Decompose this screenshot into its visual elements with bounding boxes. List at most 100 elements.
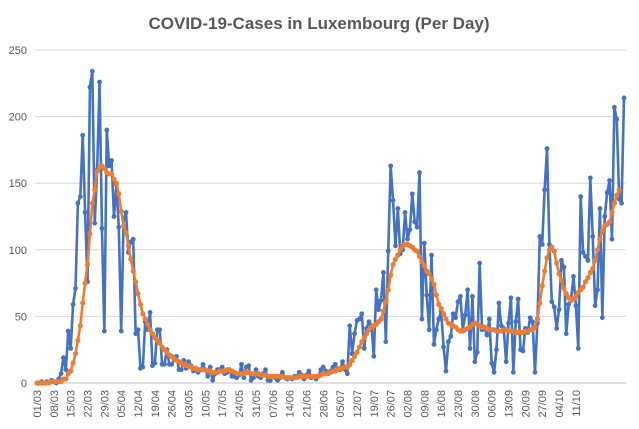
data-point-daily: [306, 368, 312, 374]
data-point-daily: [371, 353, 377, 359]
data-point-daily: [75, 200, 81, 206]
data-point-average: [130, 268, 136, 274]
data-point-average: [573, 293, 579, 300]
data-point-daily: [559, 258, 564, 263]
data-point-daily: [63, 367, 69, 373]
data-point-average: [363, 331, 370, 337]
data-point-daily: [109, 158, 114, 163]
data-point-average: [101, 165, 107, 172]
data-point-daily: [82, 210, 88, 215]
x-tick-label: 02/08: [402, 390, 414, 418]
data-point-average: [587, 269, 593, 276]
data-point-daily: [426, 327, 432, 333]
data-point-daily: [186, 359, 191, 365]
data-point-average: [113, 180, 119, 186]
data-point-daily: [595, 287, 600, 293]
data-point-daily: [395, 206, 401, 211]
data-point-average: [145, 321, 151, 327]
data-point-average: [354, 349, 360, 355]
data-point-average: [597, 236, 603, 242]
y-tick-label: 200: [9, 112, 27, 124]
data-point-daily: [130, 236, 136, 242]
data-point-daily: [484, 332, 490, 338]
data-point-average: [397, 247, 403, 253]
x-tick-label: 12/04: [133, 390, 145, 418]
data-point-average: [590, 265, 596, 272]
data-point-daily: [169, 361, 175, 367]
data-point-daily: [116, 224, 122, 230]
data-point-average: [351, 353, 358, 359]
data-point-daily: [65, 328, 71, 334]
data-point-daily: [135, 327, 141, 333]
data-point-daily: [515, 296, 521, 302]
data-point-average: [606, 219, 613, 225]
data-point-average: [549, 244, 555, 250]
data-point-daily: [486, 316, 492, 322]
data-point-daily: [583, 254, 588, 259]
y-tick-label: 150: [9, 178, 27, 190]
data-point-daily: [361, 345, 367, 351]
series-layer: [34, 68, 627, 386]
x-tick-label: 26/04: [167, 390, 179, 418]
data-point-daily: [241, 375, 247, 381]
data-point-average: [84, 261, 91, 268]
data-point-average: [542, 268, 548, 274]
data-point-daily: [89, 68, 95, 74]
data-point-daily: [510, 369, 516, 375]
data-point-daily: [106, 163, 112, 169]
data-point-daily: [443, 368, 449, 374]
data-point-daily: [263, 367, 268, 373]
data-point-daily: [573, 303, 579, 309]
data-point-average: [556, 271, 562, 277]
data-point-daily: [539, 242, 545, 247]
data-point-daily: [332, 361, 338, 367]
data-point-daily: [344, 371, 350, 377]
data-point-daily: [556, 307, 562, 313]
x-tick-label: 20/09: [520, 390, 532, 418]
data-point-average: [539, 283, 545, 289]
data-point-average: [63, 376, 69, 382]
data-point-daily: [455, 299, 461, 305]
y-tick-label: 0: [21, 378, 27, 390]
data-point-daily: [99, 226, 105, 231]
data-point-average: [534, 316, 540, 322]
data-point-daily: [87, 84, 93, 90]
x-tick-label: 10/05: [200, 390, 212, 418]
data-point-daily: [477, 260, 483, 266]
data-point-daily: [407, 227, 413, 233]
data-point-daily: [503, 359, 509, 365]
data-point-daily: [73, 286, 78, 291]
data-point-daily: [542, 187, 548, 193]
data-point-daily: [561, 264, 567, 270]
data-point-daily: [441, 344, 446, 350]
data-point-daily: [239, 361, 244, 367]
data-point-average: [135, 291, 141, 297]
data-point-average: [563, 291, 569, 297]
data-point-daily: [157, 327, 163, 333]
data-point-average: [443, 316, 449, 322]
data-point-daily: [366, 319, 372, 325]
data-point-average: [140, 311, 146, 317]
data-point-average: [116, 191, 122, 197]
data-point-daily: [506, 320, 511, 326]
data-point-daily: [390, 198, 396, 203]
data-point-daily: [551, 304, 557, 310]
data-point-daily: [453, 315, 458, 321]
data-point-daily: [433, 327, 439, 333]
x-tick-label: 05/04: [116, 390, 128, 418]
x-tick-label: 23/08: [453, 390, 465, 418]
data-point-daily: [162, 361, 167, 367]
data-point-average: [128, 256, 134, 262]
data-point-daily: [58, 371, 64, 377]
data-point-average: [585, 275, 591, 281]
x-tick-label: 19/04: [150, 390, 162, 418]
data-point-daily: [385, 248, 391, 254]
data-point-daily: [474, 349, 480, 355]
data-point-daily: [611, 104, 617, 110]
data-point-daily: [68, 345, 74, 351]
x-tick-label: 19/07: [369, 390, 381, 418]
data-point-average: [349, 357, 355, 363]
data-point-average: [111, 176, 117, 182]
